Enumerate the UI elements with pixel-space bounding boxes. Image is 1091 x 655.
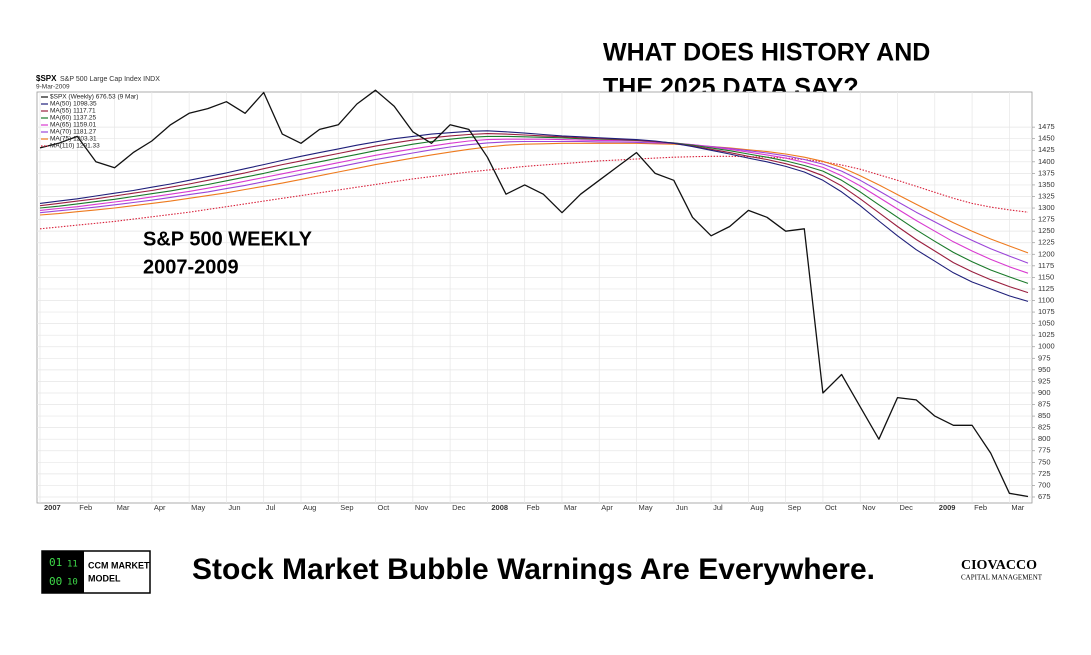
y-tick-label: 1400: [1038, 157, 1055, 166]
y-tick-label: 1375: [1038, 168, 1055, 177]
y-tick-label: 1300: [1038, 203, 1055, 212]
x-tick-label: Feb: [527, 503, 540, 512]
x-tick-label: 2007: [44, 503, 61, 512]
x-tick-label: Aug: [750, 503, 763, 512]
x-tick-label: Oct: [378, 503, 391, 512]
y-tick-label: 775: [1038, 446, 1051, 455]
y-tick-label: 875: [1038, 400, 1051, 409]
legend-label: MA(110) 1291.33: [50, 143, 100, 150]
date: 9-Mar-2009: [36, 84, 70, 91]
y-tick-label: 950: [1038, 365, 1051, 374]
x-tick-label: Aug: [303, 503, 316, 512]
y-tick-label: 1325: [1038, 191, 1055, 200]
x-tick-label: Jun: [676, 503, 688, 512]
y-tick-label: 1450: [1038, 134, 1055, 143]
symbol: $SPX: [36, 74, 57, 83]
x-tick-label: Feb: [974, 503, 987, 512]
y-tick-label: 725: [1038, 469, 1051, 478]
x-tick-label: Nov: [862, 503, 876, 512]
y-tick-label: 1250: [1038, 226, 1055, 235]
annotation: 2007-2009: [143, 256, 239, 278]
legend-label: MA(65) 1159.01: [50, 122, 97, 129]
x-tick-label: Sep: [340, 503, 353, 512]
y-tick-label: 800: [1038, 434, 1051, 443]
x-tick-label: Mar: [1011, 503, 1024, 512]
legend-label: MA(75) 1203.31: [50, 136, 97, 143]
legend-label: MA(50) 1098.35: [50, 101, 97, 108]
headline: Stock Market Bubble Warnings Are Everywh…: [192, 553, 875, 586]
ma-line: [39, 135, 1029, 284]
x-tick-label: 2009: [939, 503, 956, 512]
x-tick-label: Jul: [713, 503, 723, 512]
x-tick-label: Jul: [266, 503, 276, 512]
y-tick-label: 1350: [1038, 180, 1055, 189]
ma-line: [39, 140, 1029, 264]
logo-name: CCM MARKET: [88, 560, 150, 570]
ma-line: [39, 155, 1029, 230]
x-tick-label: Apr: [154, 503, 166, 512]
y-tick-label: 925: [1038, 376, 1051, 385]
logo-name: MODEL: [88, 573, 121, 583]
x-tick-label: 2008: [491, 503, 508, 512]
logo-digits: 10: [67, 578, 78, 588]
y-tick-label: 1125: [1038, 284, 1054, 293]
y-tick-label: 1150: [1038, 272, 1054, 281]
subtitle: S&P 500 Large Cap Index INDX: [60, 76, 160, 83]
logo-block: [42, 551, 84, 593]
y-tick-label: 1275: [1038, 215, 1055, 224]
x-tick-label: Apr: [601, 503, 613, 512]
x-tick-label: Feb: [79, 503, 92, 512]
y-tick-label: 700: [1038, 480, 1051, 489]
x-tick-label: Oct: [825, 503, 838, 512]
logo-digits: 00: [49, 575, 62, 588]
x-tick-label: May: [191, 503, 205, 512]
y-tick-label: 1100: [1038, 295, 1054, 304]
y-tick-label: 1025: [1038, 330, 1055, 339]
legend-label: $SPX (Weekly) 676.53 (9 Mar): [50, 94, 138, 101]
y-tick-label: 750: [1038, 457, 1051, 466]
y-tick-label: 1175: [1038, 261, 1054, 270]
logo-digits: 01: [49, 556, 62, 569]
x-tick-label: Sep: [788, 503, 801, 512]
price-line: [39, 89, 1029, 498]
x-tick-label: Dec: [452, 503, 466, 512]
y-tick-label: 1050: [1038, 319, 1055, 328]
y-tick-label: 850: [1038, 411, 1051, 420]
x-tick-label: Mar: [117, 503, 130, 512]
y-tick-label: 825: [1038, 423, 1051, 432]
x-tick-label: Mar: [564, 503, 577, 512]
logo: 01 11 00 10 CCM MARKET MODEL: [41, 550, 151, 594]
legend-label: MA(70) 1181.27: [50, 129, 97, 136]
y-tick-label: 1225: [1038, 238, 1055, 247]
plot-area: [36, 91, 1033, 504]
y-tick-label: 900: [1038, 388, 1051, 397]
y-tick-label: 1425: [1038, 145, 1055, 154]
y-tick-label: 1200: [1038, 249, 1055, 258]
ma-line: [39, 142, 1029, 254]
x-tick-label: May: [639, 503, 653, 512]
ma-line: [39, 130, 1029, 302]
title-line: WHAT DOES HISTORY AND: [603, 39, 930, 67]
y-tick-label: 1475: [1038, 122, 1055, 131]
annotation: S&P 500 WEEKLY: [143, 228, 313, 250]
legend-label: MA(55) 1117.71: [50, 108, 96, 115]
plot: 675 700 725 750 775 800 825 850 875 900 925 950 975 1…: [36, 89, 1055, 512]
x-tick-label: Nov: [415, 503, 429, 512]
y-tick-label: 1000: [1038, 342, 1055, 351]
x-tick-label: Dec: [900, 503, 914, 512]
x-tick-label: Jun: [228, 503, 240, 512]
ma-line: [39, 138, 1029, 274]
brand-sub: CAPITAL MANAGEMENT: [961, 574, 1043, 582]
y-tick-label: 975: [1038, 353, 1051, 362]
y-tick-label: 1075: [1038, 307, 1055, 316]
brand-name: CIOVACCO: [961, 558, 1037, 573]
y-tick-label: 675: [1038, 492, 1051, 501]
ma-line: [39, 133, 1029, 294]
logo-digits: 11: [67, 560, 78, 570]
legend-label: MA(60) 1137.25: [50, 115, 97, 122]
